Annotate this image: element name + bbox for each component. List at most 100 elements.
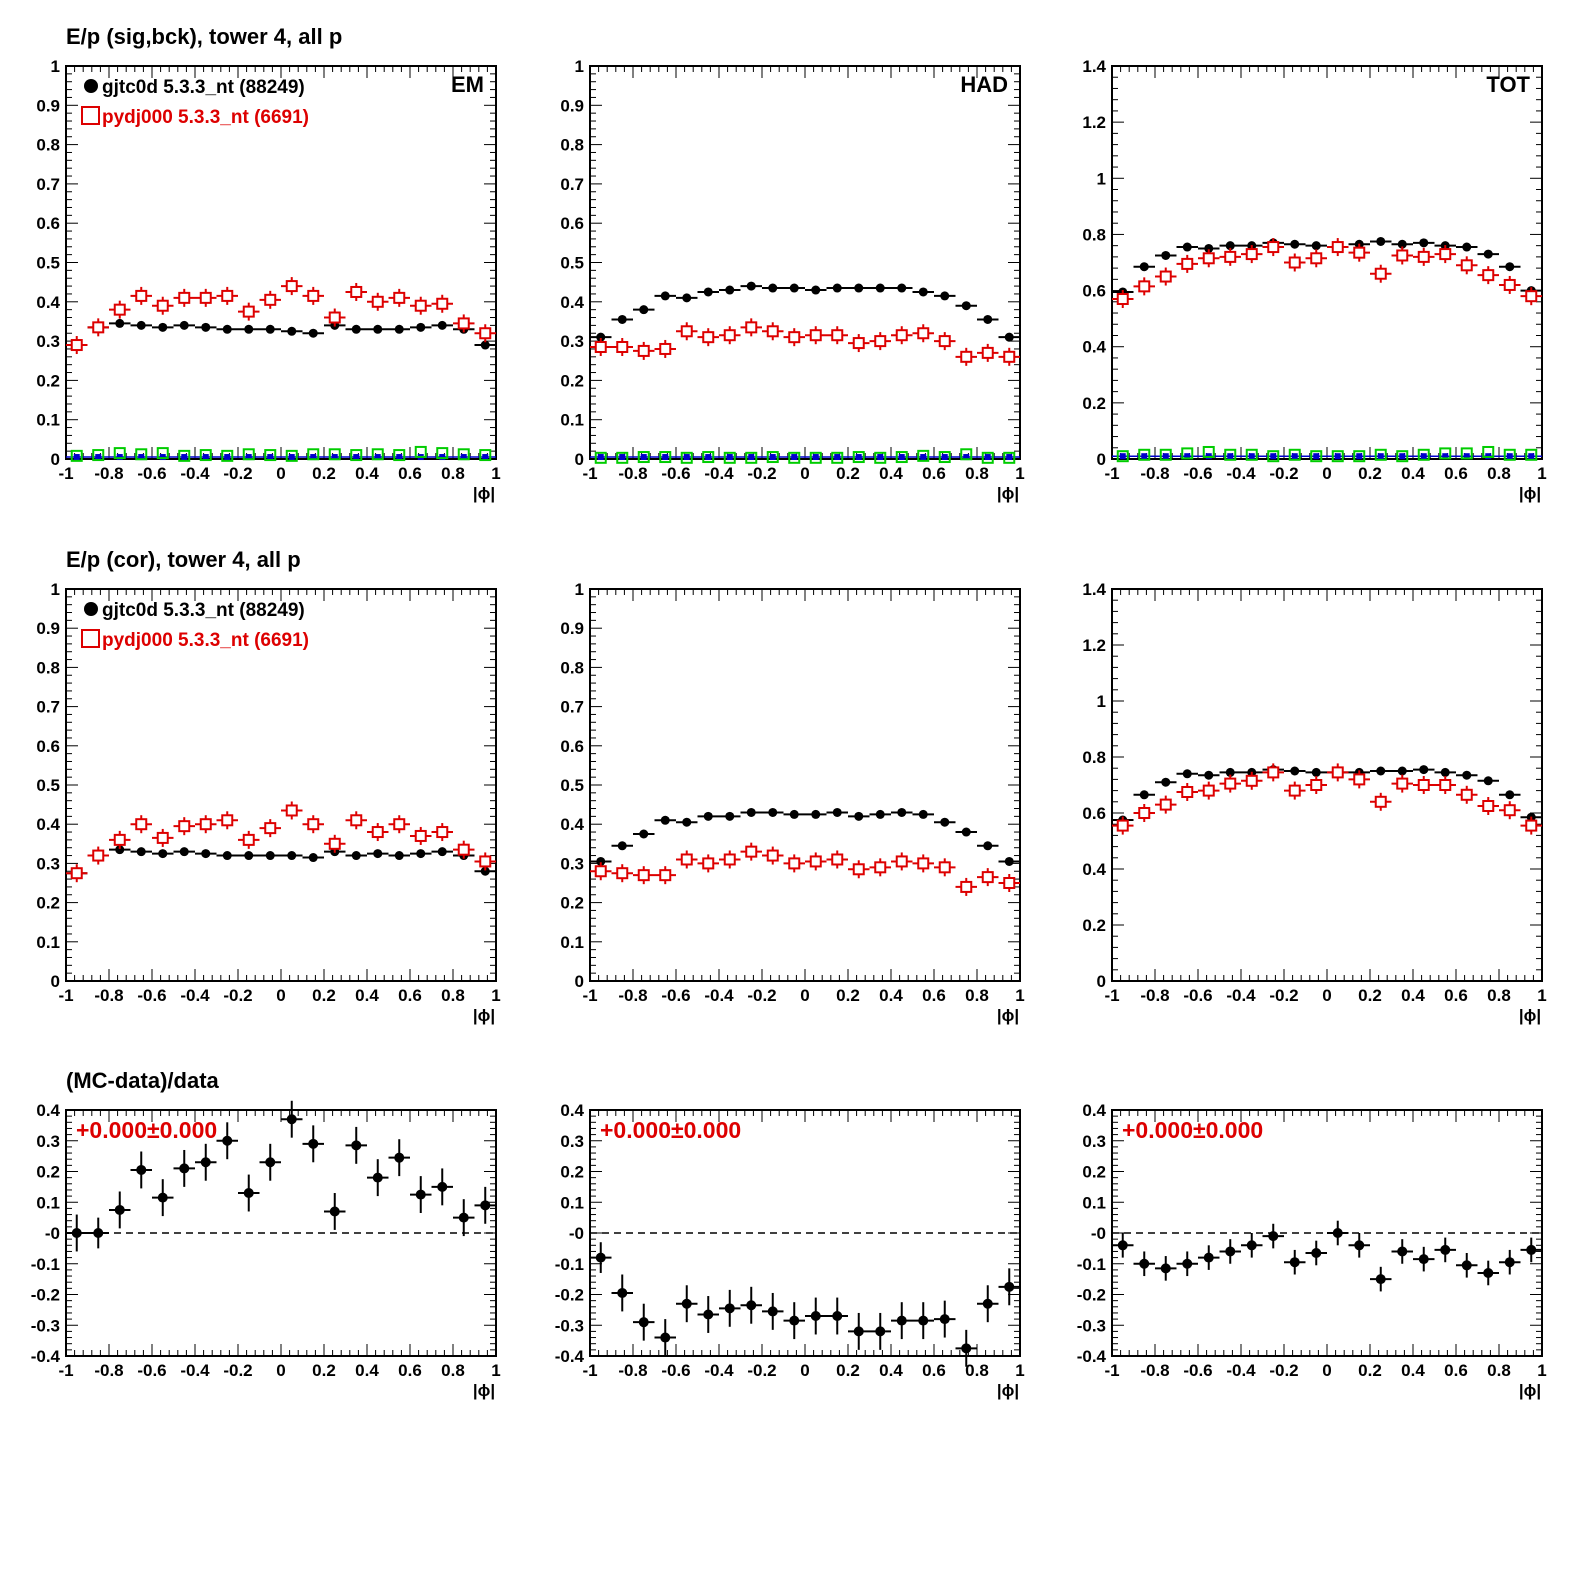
x-tick-label: 0.4 <box>1401 1361 1425 1380</box>
bkg-data-point <box>181 454 188 461</box>
bkg-data-point <box>1442 453 1449 460</box>
x-axis-label: |ϕ| <box>473 484 495 503</box>
bkg-data-point <box>374 454 381 461</box>
ratio-point <box>1461 1260 1472 1271</box>
data-point <box>1311 767 1321 777</box>
data-point <box>136 847 146 857</box>
y-tick-label: 1 <box>575 57 584 76</box>
bkg-mc-point <box>745 451 758 464</box>
data-point <box>703 287 713 297</box>
bkg-data-point <box>597 454 604 461</box>
mc-point <box>1460 788 1473 801</box>
data-point <box>725 285 735 295</box>
mc-point <box>680 325 693 338</box>
y-tick-label: 0.8 <box>1082 225 1106 244</box>
y-tick-label: 0.2 <box>36 1163 60 1182</box>
x-tick-label: 0.8 <box>441 464 465 483</box>
data-point <box>617 314 627 324</box>
data-point <box>639 305 649 315</box>
x-tick-label: 0.6 <box>922 986 946 1005</box>
y-tick-label: 0.2 <box>36 894 60 913</box>
data-point <box>854 283 864 293</box>
bkg-mc-point <box>156 447 169 460</box>
mc-point <box>113 833 126 846</box>
ratio-point <box>93 1228 104 1238</box>
mc-point <box>1310 779 1323 791</box>
data-point <box>480 866 490 876</box>
panel-title: E/p (cor), tower 4, all p <box>66 547 301 572</box>
plot-frame <box>589 588 1021 982</box>
y-tick-label: 0.2 <box>560 1163 584 1182</box>
x-tick-label: 0.4 <box>355 1361 379 1380</box>
ratio-point <box>1397 1246 1408 1257</box>
x-tick-label: 0 <box>276 464 285 483</box>
bkg-mc-point <box>1396 450 1409 463</box>
bkg-data-point <box>331 454 338 461</box>
y-tick-label: 0.3 <box>36 1132 60 1151</box>
y-tick-label: -0.3 <box>555 1316 584 1335</box>
y-tick-label: 0.4 <box>36 293 60 312</box>
data-point <box>1483 249 1493 259</box>
data-point <box>940 291 950 301</box>
x-tick-label: -1 <box>582 1361 597 1380</box>
x-axis-label: |ϕ| <box>1519 1381 1541 1400</box>
bkg-mc-point <box>178 449 191 462</box>
mc-point <box>702 331 715 344</box>
data-point <box>1311 241 1321 251</box>
bkg-mc-point <box>1288 448 1301 461</box>
panel-1: -1 -0.8 -0.6 -0.4 -0.2 0 0.2 0.4 0.6 0.8 1|ϕ|00.10… <box>560 57 1024 503</box>
bkg-data-point <box>396 454 403 461</box>
data-point <box>1419 238 1429 248</box>
bkg-mc-point <box>1310 450 1323 463</box>
y-tick-label: -0.4 <box>1077 1347 1107 1366</box>
y-tick-label: 0.3 <box>36 854 60 873</box>
data-point <box>351 851 361 861</box>
y-tick-label: -0.3 <box>1077 1316 1106 1335</box>
y-tick-label: 0 <box>51 972 60 991</box>
panel-3: -1 -0.8 -0.6 -0.4 -0.2 0 0.2 0.4 0.6 0.8 1|ϕ|00.10… <box>36 547 500 1025</box>
mc-point <box>723 853 736 866</box>
bkg-data-point <box>898 454 905 461</box>
mc-point <box>264 822 277 835</box>
x-tick-label: 0 <box>1322 464 1331 483</box>
x-tick-label: 0.6 <box>1444 1361 1468 1380</box>
panel-annotation: +0.000±0.000 <box>600 1117 741 1143</box>
y-tick-label: -0 <box>45 1224 60 1243</box>
y-tick-label: 0.3 <box>36 332 60 351</box>
x-tick-label: -0.8 <box>618 464 647 483</box>
ratio-point <box>1354 1240 1365 1251</box>
bkg-mc-point <box>307 448 320 461</box>
x-tick-label: 0.4 <box>355 464 379 483</box>
mc-point <box>1003 350 1016 363</box>
bkg-mc-point <box>1374 448 1387 461</box>
bkg-mc-point <box>831 451 844 464</box>
mc-point <box>156 299 169 312</box>
x-tick-label: -1 <box>58 986 73 1005</box>
bkg-data-point <box>963 454 970 461</box>
data-point <box>725 811 735 821</box>
mc-point <box>135 818 148 831</box>
y-tick-label: 0.9 <box>36 619 60 638</box>
bkg-mc-point <box>242 448 255 461</box>
x-tick-label: -1 <box>1104 464 1119 483</box>
ratio-point <box>222 1135 233 1146</box>
y-tick-label: 0.5 <box>560 254 584 273</box>
bkg-data-point <box>1227 453 1234 460</box>
legend-entry-data: gjtc0d 5.3.3_nt (88249) <box>102 77 305 98</box>
mc-point <box>1482 269 1495 282</box>
data-point <box>811 809 821 819</box>
mc-point <box>1396 777 1409 790</box>
data-point <box>768 807 778 817</box>
mc-point <box>328 311 341 324</box>
panel-2: -1 -0.8 -0.6 -0.4 -0.2 0 0.2 0.4 0.6 0.8 1|ϕ|00.20… <box>1082 57 1546 503</box>
ratio-point <box>1268 1231 1279 1242</box>
bkg-data-point <box>1356 453 1363 460</box>
mc-point <box>852 863 865 876</box>
x-tick-label: -1 <box>1104 986 1119 1005</box>
y-tick-label: 1 <box>51 580 60 599</box>
mc-point <box>1310 252 1323 265</box>
data-point <box>416 322 426 332</box>
bkg-mc-point <box>1245 448 1258 461</box>
x-tick-label: 0.2 <box>1358 464 1382 483</box>
ratio-point <box>638 1317 649 1328</box>
